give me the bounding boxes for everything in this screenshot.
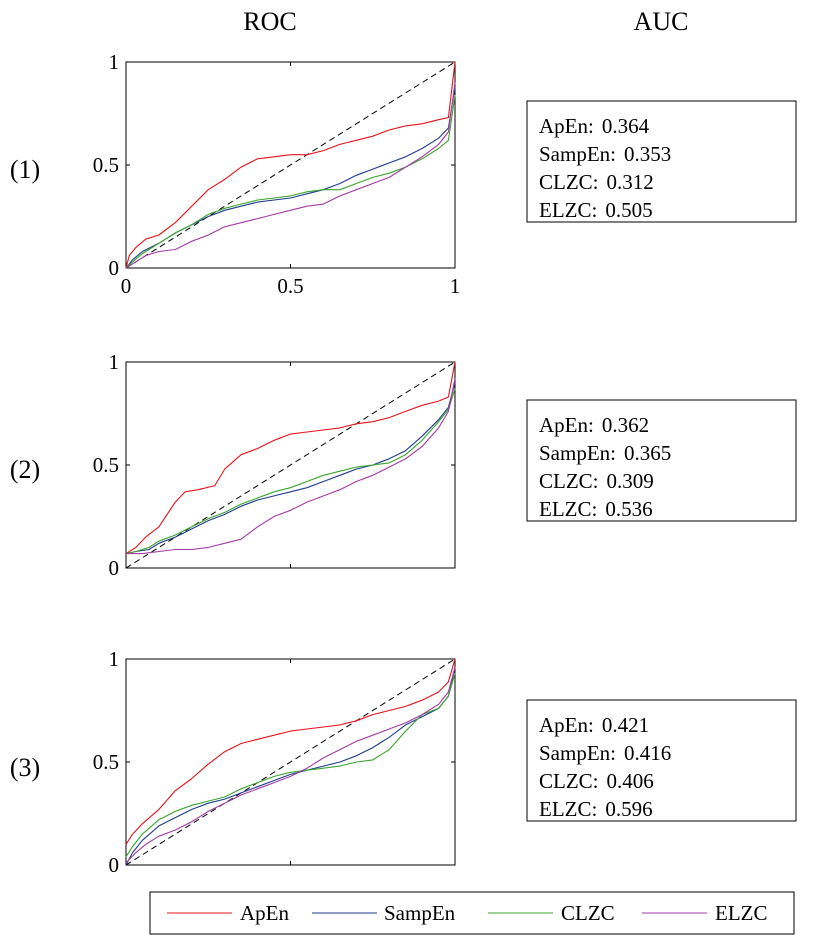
auc-label: ELZC: bbox=[539, 797, 597, 821]
auc-value: 0.365 bbox=[624, 441, 671, 465]
auc-label: ApEn: bbox=[539, 413, 594, 437]
auc-label: ApEn: bbox=[539, 114, 594, 138]
auc-label: CLZC: bbox=[539, 170, 599, 194]
series-line-apen bbox=[125, 61, 456, 269]
auc-box bbox=[526, 100, 797, 223]
auc-entry-sampen: SampEn: 0.416 bbox=[539, 741, 671, 765]
series-line-clzc bbox=[125, 388, 456, 555]
auc-box bbox=[526, 699, 797, 822]
auc-value: 0.353 bbox=[624, 142, 671, 166]
auc-value: 0.309 bbox=[607, 469, 654, 493]
roc-panel-3: (3) 0 0.5 1 ApEn: 0.421 SampEn: 0.416 CLZC: 0.406… bbox=[10, 647, 797, 877]
chance-diagonal-line bbox=[125, 361, 456, 569]
legend-label-sampen: SampEn bbox=[384, 901, 456, 925]
auc-entry-elzc: ELZC: 0.505 bbox=[539, 198, 653, 222]
series-line-sampen bbox=[125, 382, 456, 555]
auc-entry-sampen: SampEn: 0.365 bbox=[539, 441, 671, 465]
auc-label: SampEn: bbox=[539, 741, 616, 765]
y-tick-label: 1 bbox=[109, 647, 120, 671]
series-line-clzc bbox=[125, 94, 456, 269]
series-line-sampen bbox=[125, 667, 456, 866]
auc-value: 0.362 bbox=[602, 413, 649, 437]
auc-value: 0.536 bbox=[605, 497, 652, 521]
auc-label: ELZC: bbox=[539, 497, 597, 521]
chance-diagonal-line bbox=[125, 61, 456, 269]
legend-label-apen: ApEn bbox=[240, 901, 289, 925]
series-line-elzc bbox=[125, 82, 456, 269]
series-line-apen bbox=[125, 658, 456, 845]
y-tick-label: 1 bbox=[109, 350, 120, 374]
series-line-elzc bbox=[126, 378, 456, 555]
series-line-sampen bbox=[125, 86, 456, 269]
auc-entry-clzc: CLZC: 0.309 bbox=[539, 469, 654, 493]
auc-value: 0.505 bbox=[605, 198, 652, 222]
legend-label-elzc: ELZC bbox=[715, 901, 768, 925]
auc-entry-elzc: ELZC: 0.596 bbox=[539, 797, 653, 821]
auc-label: ELZC: bbox=[539, 198, 597, 222]
row-label: (2) bbox=[10, 455, 40, 484]
y-tick-label: 0 bbox=[109, 556, 120, 580]
row-label: (1) bbox=[10, 155, 40, 184]
auc-entry-apen: ApEn: 0.421 bbox=[539, 713, 649, 737]
roc-panel-2: (2) 0 0.5 1 ApEn: 0.362 SampEn: 0.365 CLZC: 0.309… bbox=[10, 350, 797, 580]
auc-box bbox=[526, 399, 797, 522]
auc-label: CLZC: bbox=[539, 769, 599, 793]
auc-value: 0.312 bbox=[607, 170, 654, 194]
series-line-elzc bbox=[125, 667, 456, 864]
auc-header: AUC bbox=[634, 7, 689, 36]
auc-entry-clzc: CLZC: 0.312 bbox=[539, 170, 654, 194]
chance-diagonal-line bbox=[125, 658, 456, 866]
y-tick-label: 0.5 bbox=[93, 453, 119, 477]
auc-entry-elzc: ELZC: 0.536 bbox=[539, 497, 653, 521]
y-tick-label: 1 bbox=[109, 50, 120, 74]
auc-entry-apen: ApEn: 0.362 bbox=[539, 413, 649, 437]
series-line-clzc bbox=[125, 673, 456, 858]
auc-label: ApEn: bbox=[539, 713, 594, 737]
auc-label: SampEn: bbox=[539, 142, 616, 166]
auc-entry-clzc: CLZC: 0.406 bbox=[539, 769, 654, 793]
roc-panels: (1) 0 0.5 1 0 0.5 1 ApEn: 0.364 SampEn: 0.353 CLZC:… bbox=[10, 50, 797, 877]
auc-entry-sampen: SampEn: 0.353 bbox=[539, 142, 671, 166]
y-tick-label: 0 bbox=[109, 256, 120, 280]
y-tick-label: 0.5 bbox=[93, 750, 119, 774]
legend-frame bbox=[149, 891, 795, 935]
auc-value: 0.406 bbox=[607, 769, 654, 793]
legend: ApEn SampEn CLZC ELZC bbox=[149, 891, 795, 935]
y-tick-label: 0 bbox=[109, 853, 120, 877]
auc-value: 0.416 bbox=[624, 741, 671, 765]
row-label: (3) bbox=[10, 753, 40, 782]
y-tick-label: 0.5 bbox=[93, 153, 119, 177]
auc-value: 0.596 bbox=[605, 797, 652, 821]
legend-label-clzc: CLZC bbox=[561, 901, 615, 925]
x-tick-label: 0 bbox=[121, 274, 132, 298]
series-line-apen bbox=[125, 361, 456, 555]
auc-entry-apen: ApEn: 0.364 bbox=[539, 114, 650, 138]
auc-value: 0.421 bbox=[602, 713, 649, 737]
roc-panel-1: (1) 0 0.5 1 0 0.5 1 ApEn: 0.364 SampEn: 0.353 CLZC:… bbox=[10, 50, 797, 298]
roc-header: ROC bbox=[243, 7, 296, 36]
x-tick-label: 1 bbox=[450, 274, 461, 298]
auc-label: CLZC: bbox=[539, 469, 599, 493]
x-tick-label: 0.5 bbox=[277, 274, 303, 298]
auc-label: SampEn: bbox=[539, 441, 616, 465]
auc-value: 0.364 bbox=[602, 114, 650, 138]
